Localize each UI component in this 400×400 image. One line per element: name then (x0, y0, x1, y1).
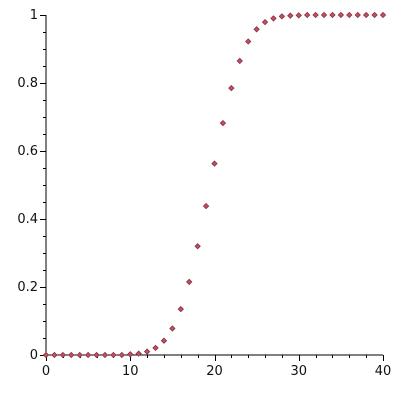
data-point (320, 11, 328, 19)
data-point (354, 11, 361, 19)
data-point (346, 11, 353, 19)
data-point (93, 351, 100, 359)
data-point (202, 202, 210, 210)
data-point (379, 11, 387, 19)
data-point (211, 160, 218, 167)
data-point (169, 325, 176, 332)
data-point (84, 351, 92, 359)
x-tick-label: 0 (42, 364, 50, 379)
y-tick-label: 0.8 (17, 76, 38, 91)
y-tick-label: 0.6 (17, 144, 38, 159)
data-point (177, 305, 184, 313)
data-point (270, 15, 277, 22)
data-point (194, 243, 201, 250)
data-point (143, 348, 151, 355)
y-tick-label: 1 (30, 8, 38, 23)
data-point (329, 11, 336, 19)
data-point (245, 38, 252, 45)
data-point (135, 350, 142, 357)
x-tick-label: 40 (375, 364, 392, 379)
data-point (59, 351, 67, 359)
data-point (127, 351, 134, 358)
data-point (236, 57, 243, 65)
x-tick-label: 30 (290, 364, 307, 379)
data-point (371, 11, 378, 19)
y-tick-label: 0.4 (17, 212, 38, 227)
data-point (160, 337, 168, 344)
data-point (304, 11, 311, 19)
data-point (219, 119, 227, 127)
data-point (186, 278, 193, 286)
data-point (261, 18, 269, 26)
data-point (253, 26, 260, 33)
data-point (101, 351, 109, 359)
axes (45, 15, 383, 356)
x-tick-label: 20 (206, 364, 223, 379)
data-point (51, 351, 58, 359)
data-point (118, 351, 125, 359)
data-point (228, 84, 235, 92)
data-point (278, 13, 286, 20)
data-point (152, 344, 159, 352)
data-point (42, 351, 50, 359)
data-point (362, 11, 370, 19)
x-tick-label: 10 (122, 364, 139, 379)
ticks: 0 10 20 30 40 0 0.2 0.4 0.6 0.8 1 (17, 8, 391, 379)
data-point (337, 11, 345, 19)
data-point (295, 12, 302, 19)
y-tick-label: 0 (30, 348, 38, 363)
data-point (287, 12, 294, 19)
data-point (312, 11, 319, 19)
data-points (42, 11, 387, 359)
data-point (68, 351, 75, 359)
data-point (76, 351, 83, 359)
data-point (110, 351, 117, 359)
y-tick-label: 0.2 (17, 280, 38, 295)
